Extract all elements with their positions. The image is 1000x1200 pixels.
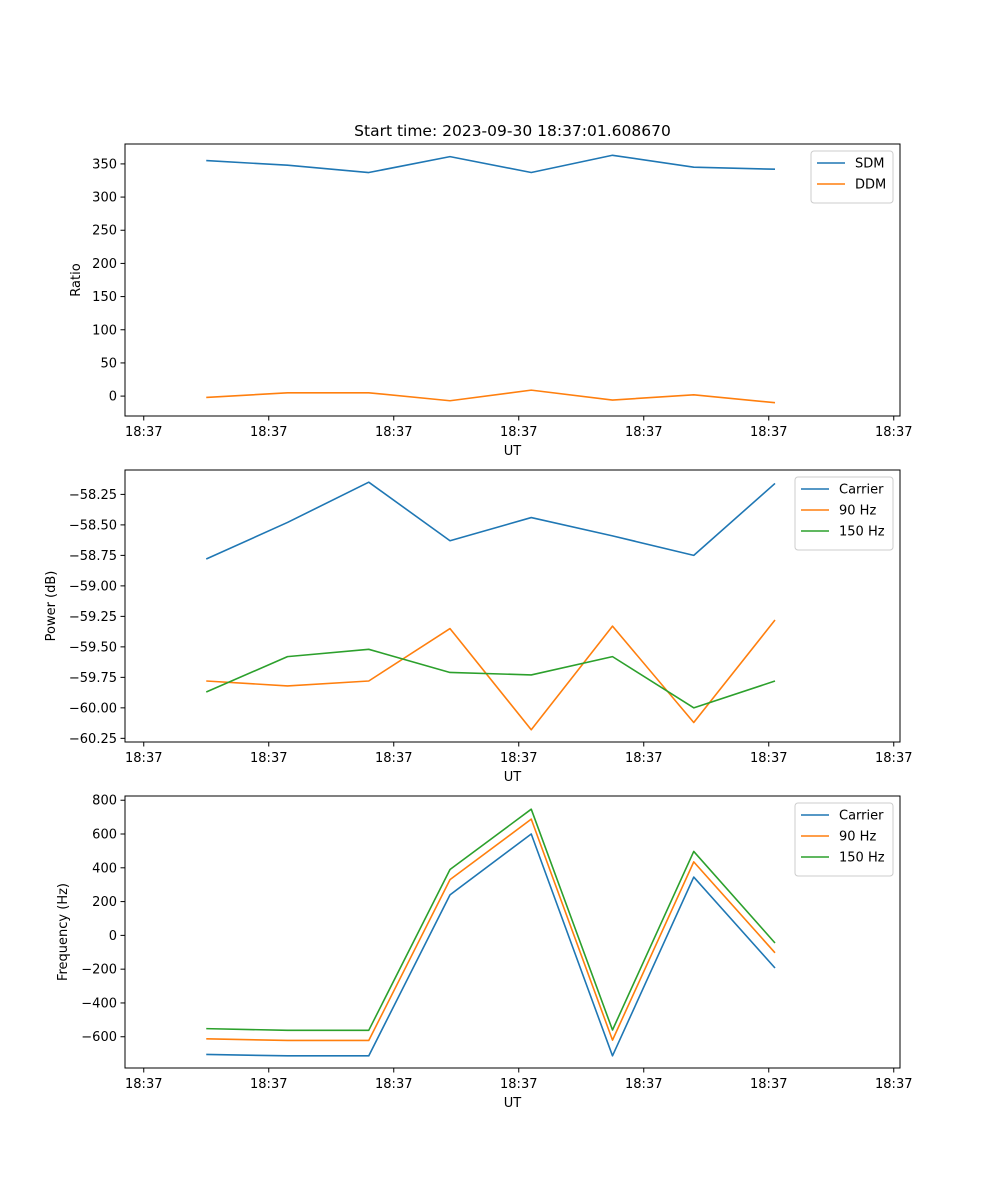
y-tick-label: 50 [100, 356, 117, 371]
y-tick-label: −59.75 [69, 671, 117, 686]
y-tick-label: −400 [81, 996, 117, 1011]
y-tick-label: 100 [92, 323, 117, 338]
legend-label: 90 Hz [839, 504, 876, 519]
x-tick-label: 18:37 [250, 1077, 287, 1092]
x-tick-label: 18:37 [250, 751, 287, 766]
x-tick-label: 18:37 [500, 1077, 537, 1092]
x-tick-label: 18:37 [125, 751, 162, 766]
y-tick-label: −60.00 [69, 701, 117, 716]
x-tick-label: 18:37 [500, 425, 537, 440]
y-tick-label: 800 [92, 794, 117, 809]
legend-label: Carrier [839, 483, 884, 498]
series-line-90-hz [206, 619, 776, 731]
x-tick-label: 18:37 [125, 1077, 162, 1092]
y-axis-label: Power (dB) [44, 571, 59, 642]
y-tick-label: −200 [81, 963, 117, 978]
axes-frame [124, 795, 901, 1069]
x-tick-label: 18:37 [875, 751, 912, 766]
y-tick-label: −59.25 [69, 610, 117, 625]
y-tick-label: 200 [92, 895, 117, 910]
x-tick-label: 18:37 [875, 1077, 912, 1092]
legend-label: SDM [855, 157, 884, 172]
x-tick-label: 18:37 [750, 425, 787, 440]
x-tick-label: 18:37 [250, 425, 287, 440]
y-tick-label: −60.25 [69, 732, 117, 747]
y-axis-label: Frequency (Hz) [56, 883, 71, 981]
series-line-carrier [206, 833, 776, 1057]
y-tick-label: 0 [109, 390, 117, 405]
x-tick-label: 18:37 [375, 751, 412, 766]
x-axis-label: UT [504, 1096, 522, 1111]
legend-box [810, 150, 894, 204]
figure-title: Start time: 2023-09-30 18:37:01.608670 [354, 122, 671, 140]
subplot-1: 18:3718:3718:3718:3718:3718:3718:3718:38… [69, 143, 912, 459]
x-tick-label: 18:37 [750, 1077, 787, 1092]
series-line-carrier [205, 481, 776, 560]
y-tick-label: −58.50 [69, 518, 117, 533]
legend-label: Carrier [839, 809, 884, 824]
subplots: 18:3718:3718:3718:3718:3718:3718:3718:38… [44, 143, 912, 1111]
x-tick-label: 18:37 [625, 425, 662, 440]
axes-frame [124, 143, 901, 417]
series-line-90-hz [206, 818, 776, 1042]
axes-frame [124, 469, 901, 743]
y-tick-label: 600 [92, 828, 117, 843]
y-tick-label: 200 [92, 257, 117, 272]
x-tick-label: 18:37 [375, 1077, 412, 1092]
x-tick-label: 18:37 [875, 425, 912, 440]
x-tick-label: 18:37 [375, 425, 412, 440]
legend-label: DDM [855, 178, 886, 193]
y-tick-label: −58.25 [69, 488, 117, 503]
x-axis-label: UT [504, 444, 522, 459]
x-axis-label: UT [504, 770, 522, 785]
y-axis-label: Ratio [69, 263, 84, 296]
series-line-150-hz [206, 808, 776, 1032]
x-tick-label: 18:37 [125, 425, 162, 440]
series-line-sdm [206, 154, 776, 174]
y-tick-label: −600 [81, 1030, 117, 1045]
x-tick-label: 18:37 [625, 751, 662, 766]
series-line-ddm [206, 389, 776, 404]
y-tick-label: 350 [92, 157, 117, 172]
y-tick-label: 400 [92, 861, 117, 876]
x-tick-label: 18:37 [500, 751, 537, 766]
legend-label: 90 Hz [839, 830, 876, 845]
y-tick-label: 250 [92, 224, 117, 239]
y-tick-label: 150 [92, 290, 117, 305]
legend-label: 150 Hz [839, 525, 885, 540]
y-tick-label: −58.75 [69, 549, 117, 564]
subplot-3: 18:3718:3718:3718:3718:3718:3718:3718:38… [56, 794, 912, 1111]
y-tick-label: 0 [109, 929, 117, 944]
y-tick-label: −59.00 [69, 579, 117, 594]
x-tick-label: 18:37 [625, 1077, 662, 1092]
series-line-150-hz [205, 648, 776, 709]
y-tick-label: −59.50 [69, 640, 117, 655]
x-tick-label: 18:37 [750, 751, 787, 766]
y-tick-label: 300 [92, 191, 117, 206]
legend-label: 150 Hz [839, 851, 885, 866]
subplot-2: 18:3718:3718:3718:3718:3718:3718:3718:38… [44, 469, 912, 785]
